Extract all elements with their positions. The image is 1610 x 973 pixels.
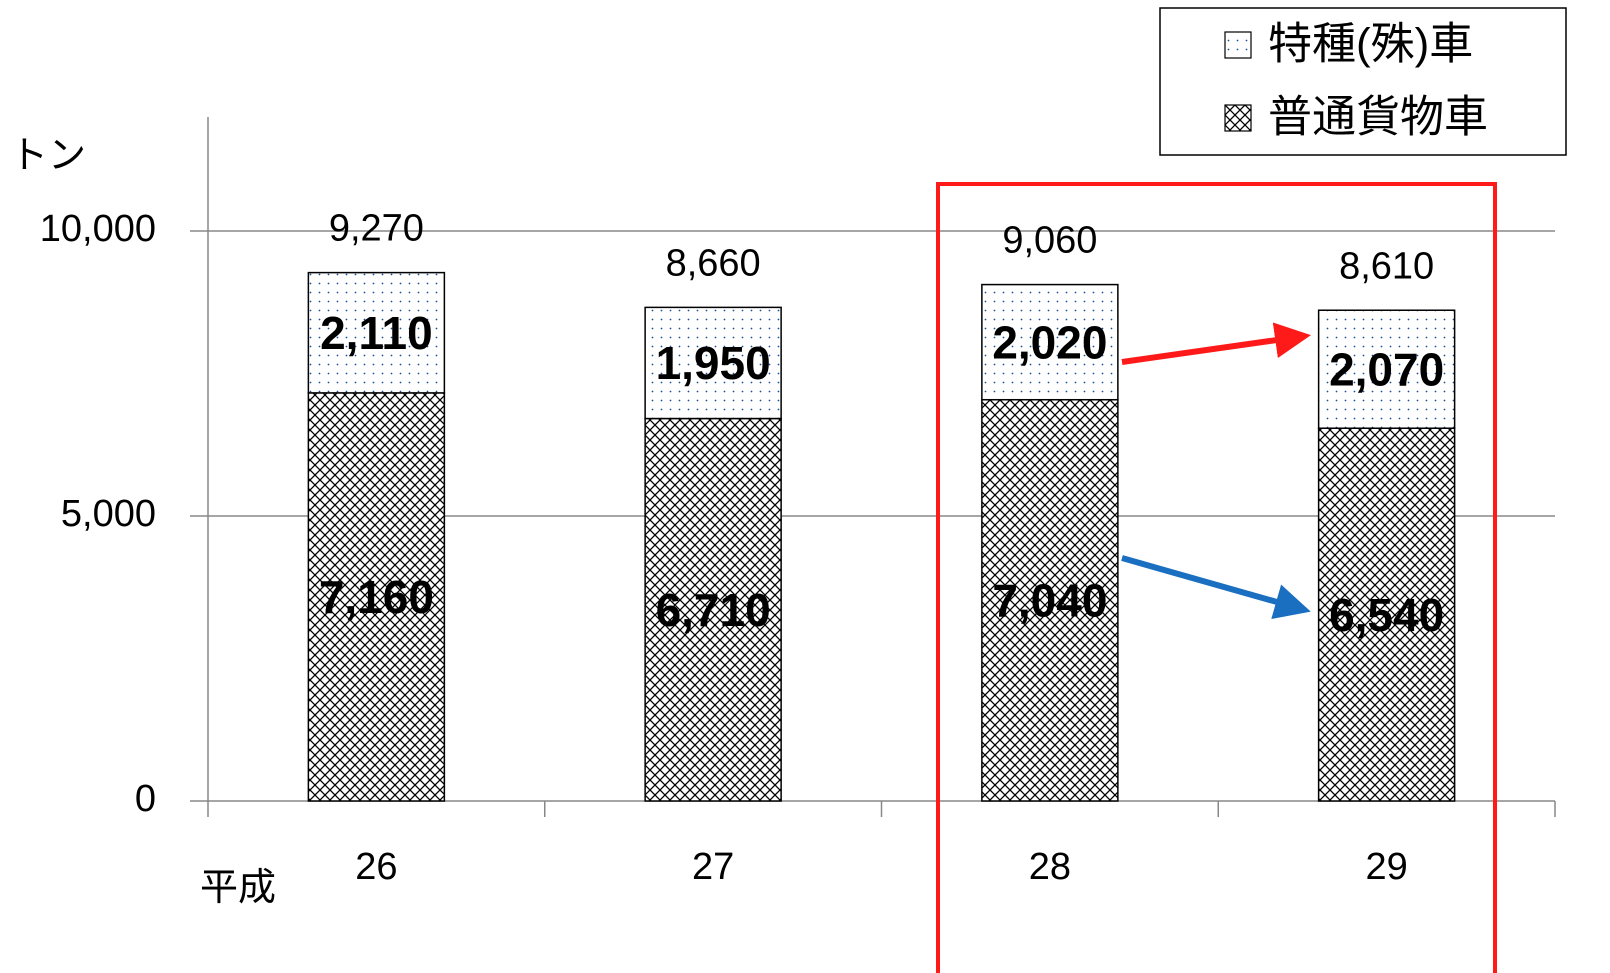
legend-label: 普通貨物車: [1268, 93, 1488, 142]
y-tick-label: 0: [135, 778, 156, 820]
y-tick-label: 5,000: [61, 493, 156, 535]
bar-segment: [644, 306, 782, 420]
total-label: 8,610: [1339, 245, 1434, 287]
bar-segment: [981, 398, 1119, 802]
x-tick-label: 27: [692, 846, 734, 888]
bar-segment: [1317, 427, 1456, 802]
value-label: 2,020: [992, 316, 1107, 368]
value-label: 7,160: [319, 571, 434, 623]
value-label: 2,070: [1329, 343, 1444, 395]
value-label: 2,110: [320, 307, 433, 359]
total-label: 8,660: [666, 242, 761, 284]
legend-label: 特種(殊)車: [1268, 20, 1473, 69]
value-label: 1,950: [656, 337, 771, 389]
highlight-box: [936, 182, 1497, 973]
legend-swatch: [1224, 31, 1252, 59]
x-tick-label: 29: [1365, 846, 1407, 888]
total-label: 9,270: [329, 208, 424, 250]
y-axis-label: トン: [10, 135, 86, 177]
arrow: [1121, 555, 1311, 620]
x-tick-label: 28: [1029, 846, 1071, 888]
bar-segment: [307, 271, 446, 394]
value-label: 6,540: [1329, 589, 1444, 641]
arrow: [1121, 322, 1311, 365]
bar-segment: [981, 283, 1119, 401]
y-tick-label: 10,000: [40, 208, 156, 250]
x-tick-label: 26: [355, 846, 397, 888]
total-label: 9,060: [1002, 220, 1097, 262]
bar-segment: [1317, 309, 1456, 429]
value-label: 7,040: [992, 575, 1107, 627]
value-label: 6,710: [656, 584, 771, 636]
legend-swatch: [1224, 104, 1252, 132]
x-axis-label: 平成: [200, 867, 276, 909]
bar-segment: [307, 392, 446, 802]
